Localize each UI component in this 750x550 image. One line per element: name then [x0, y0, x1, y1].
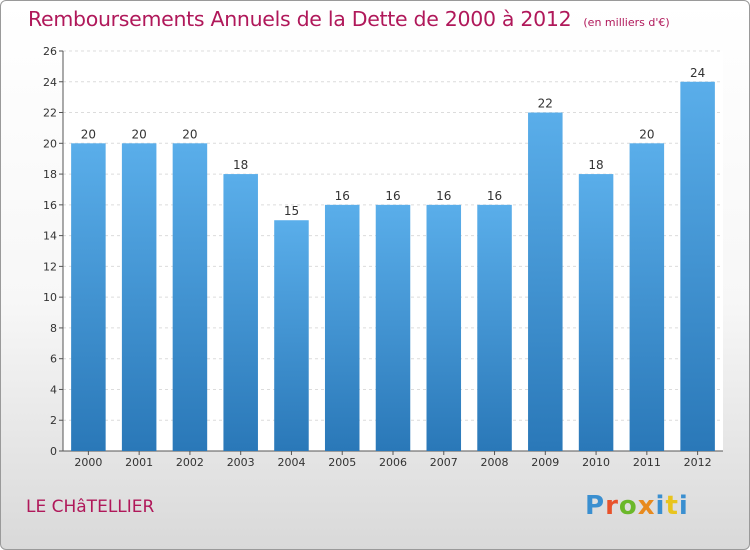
y-tick-label: 20 [43, 137, 57, 150]
x-tick-label-2012: 2012 [684, 456, 712, 469]
y-tick-label: 14 [43, 230, 57, 243]
bar-2008 [477, 204, 512, 451]
value-label-2009: 22 [538, 97, 553, 111]
x-tick-label-2008: 2008 [481, 456, 509, 469]
x-tick-label-2000: 2000 [74, 456, 102, 469]
value-label-2003: 18 [233, 158, 248, 172]
value-label-2011: 20 [639, 127, 654, 141]
y-tick-label: 4 [50, 383, 57, 396]
chart-title: Remboursements Annuels de la Dette de 20… [28, 7, 670, 31]
logo-letter: P [585, 491, 606, 521]
value-label-2012: 24 [690, 66, 705, 80]
value-label-2008: 16 [487, 189, 502, 203]
logo-letter: i [655, 491, 666, 521]
bar-2004 [274, 220, 309, 451]
value-label-2002: 20 [182, 127, 197, 141]
bar-2001 [121, 143, 157, 452]
x-tick-label-2002: 2002 [176, 456, 204, 469]
bar-2003 [223, 174, 258, 452]
y-tick-label: 18 [43, 168, 57, 181]
x-tick-label-2007: 2007 [430, 456, 458, 469]
value-label-2000: 20 [81, 127, 96, 141]
value-label-2001: 20 [132, 127, 147, 141]
bar-2007 [426, 204, 462, 451]
x-tick-label-2005: 2005 [328, 456, 356, 469]
y-tick-label: 6 [50, 353, 57, 366]
bar-2010 [578, 174, 614, 452]
bar-2012 [680, 81, 715, 452]
y-tick-label: 24 [43, 76, 57, 89]
bar-2011 [629, 143, 665, 452]
y-tick-label: 10 [43, 291, 57, 304]
y-tick-label: 8 [50, 322, 57, 335]
x-tick-label-2009: 2009 [531, 456, 559, 469]
logo-letter: o [618, 491, 638, 521]
chart-title-text: Remboursements Annuels de la Dette de 20… [28, 7, 572, 31]
value-label-2006: 16 [385, 189, 400, 203]
bar-2002 [172, 143, 208, 452]
bar-2000 [71, 143, 106, 452]
y-tick-label: 22 [43, 107, 57, 120]
y-tick-label: 26 [43, 45, 57, 58]
logo-letter: t [665, 491, 679, 521]
value-label-2007: 16 [436, 189, 451, 203]
x-tick-label-2001: 2001 [125, 456, 153, 469]
chart-unit-note: (en milliers d'€) [583, 16, 670, 29]
y-tick-label: 12 [43, 260, 57, 273]
x-tick-label-2003: 2003 [227, 456, 255, 469]
proxiti-logo: Proxiti [585, 491, 689, 521]
y-tick-label: 2 [50, 414, 57, 427]
value-label-2010: 18 [588, 158, 603, 172]
bar-2006 [375, 204, 411, 451]
bar-2005 [324, 204, 360, 451]
commune-name: LE CHâTELLIER [26, 497, 155, 517]
x-tick-label-2011: 2011 [633, 456, 661, 469]
value-label-2004: 15 [284, 204, 299, 218]
x-tick-label-2006: 2006 [379, 456, 407, 469]
logo-letter: r [605, 491, 619, 521]
logo-letter: x [637, 491, 656, 521]
y-tick-label: 0 [50, 445, 57, 458]
x-tick-label-2010: 2010 [582, 456, 610, 469]
value-label-2005: 16 [335, 189, 350, 203]
bar-2009 [528, 112, 563, 452]
y-tick-label: 16 [43, 199, 57, 212]
x-tick-label-2004: 2004 [277, 456, 305, 469]
logo-letter: i [678, 491, 689, 521]
